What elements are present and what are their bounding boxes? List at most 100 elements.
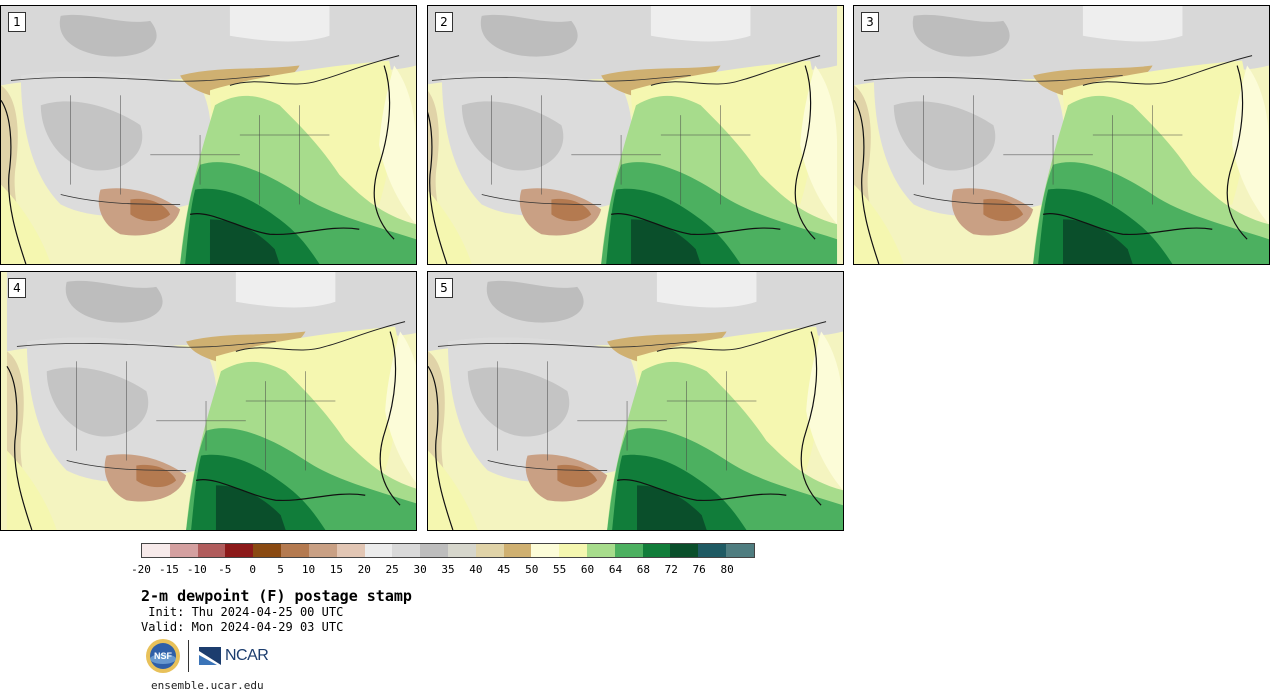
coastline [1, 99, 27, 264]
colorbar-tick-label: 35 [441, 563, 455, 576]
gulf-core [636, 485, 707, 530]
panel-number-label: 5 [435, 278, 453, 298]
forecast-panel-1: 1 [0, 5, 417, 265]
coastline [373, 65, 395, 240]
colorbar-tick-label: 80 [720, 563, 734, 576]
colorbar-swatch [447, 544, 476, 557]
panel-number-label: 4 [8, 278, 26, 298]
dry-region [912, 14, 1010, 57]
dry-region [65, 280, 163, 323]
coastline [379, 331, 401, 506]
colorbar-swatch [698, 544, 727, 557]
colorbar [141, 543, 755, 558]
dewpoint-map [6, 272, 416, 530]
pacific-ocean [1, 184, 51, 264]
border-line [16, 341, 276, 348]
border-line [235, 321, 406, 352]
border-line [437, 341, 697, 348]
cold-region [235, 272, 336, 308]
ncar-logo-mark [199, 647, 221, 665]
border-line [481, 194, 602, 205]
border-line [431, 75, 691, 82]
atlantic-ocean [800, 65, 838, 225]
west-dry-core [467, 367, 570, 437]
colorbar-tick-label: 68 [636, 563, 650, 576]
colorbar-tick-label: -20 [131, 563, 151, 576]
coastline [189, 213, 360, 236]
dry-region [59, 14, 157, 57]
west-dry-core [40, 101, 143, 171]
cold-region [650, 6, 751, 42]
colorbar-tick-label: 72 [664, 563, 678, 576]
forecast-panel-2: 2 [427, 5, 844, 265]
coastline [1226, 65, 1248, 240]
init-time: Init: Thu 2024-04-25 00 UTC [141, 605, 344, 619]
colorbar-swatch [642, 544, 671, 557]
colorbar-tick-label: 10 [301, 563, 316, 576]
plains-tan [607, 331, 727, 362]
west-dry-core [893, 101, 996, 171]
dewpoint-map [428, 6, 838, 264]
colorbar-tick-label: -5 [218, 563, 232, 576]
border-line [650, 55, 821, 86]
coastline [6, 365, 33, 530]
colorbar-swatch [169, 544, 198, 557]
colorbar-tick-label: 45 [497, 563, 511, 576]
pacific-ocean [428, 190, 472, 264]
colorbar-swatch [336, 544, 365, 557]
colorbar-swatch [281, 544, 309, 557]
colorbar-tick-label: 60 [580, 563, 595, 576]
colorbar-swatch [420, 544, 448, 557]
coastline [195, 479, 366, 502]
colorbar-swatch [670, 544, 699, 557]
plains-tan [601, 65, 721, 96]
colorbar-tick-label: 5 [277, 563, 284, 576]
colorbar-tick-label: 30 [413, 563, 427, 576]
colorbar-swatch [614, 544, 643, 557]
nsf-logo-text: NSF [154, 651, 173, 661]
dry-region [480, 14, 578, 57]
coastline [1042, 213, 1213, 236]
colorbar-swatch [392, 544, 421, 557]
border-line [656, 321, 827, 352]
site-url: ensemble.ucar.edu [151, 679, 264, 692]
state-lines [76, 361, 336, 471]
panel-number-label: 3 [861, 12, 879, 32]
colorbar-tick-label: 15 [329, 563, 343, 576]
border-line [60, 194, 181, 205]
border-line [229, 55, 400, 86]
coastline [428, 111, 448, 264]
border-line [863, 75, 1123, 82]
colorbar-tick-label: 25 [385, 563, 399, 576]
gulf-core [1062, 219, 1133, 264]
colorbar-tick-label: 55 [553, 563, 567, 576]
coastline [854, 99, 880, 264]
cold-region [1082, 6, 1183, 42]
dewpoint-map [1, 6, 416, 264]
state-lines [70, 95, 330, 205]
plains-tan [180, 65, 300, 96]
gulf-core [215, 485, 286, 530]
gulf-core [209, 219, 280, 264]
west-dry-core [461, 101, 564, 171]
colorbar-swatch [225, 544, 254, 557]
figure-title: 2-m dewpoint (F) postage stamp [141, 587, 412, 605]
colorbar-swatch [726, 544, 754, 557]
border-line [10, 75, 270, 82]
forecast-panel-4: 4 [0, 271, 417, 531]
plains-tan [186, 331, 306, 362]
atlantic-ocean [385, 331, 416, 483]
border-line [487, 460, 608, 471]
colorbar-tick-label: 76 [692, 563, 706, 576]
nsf-logo: NSF [146, 639, 180, 673]
colorbar-swatch [503, 544, 532, 557]
state-lines [491, 95, 751, 205]
colorbar-swatch [531, 544, 560, 557]
colorbar-swatch [253, 544, 282, 557]
pacific-ocean [428, 450, 478, 530]
colorbar-tick-label: 50 [525, 563, 539, 576]
border-line [66, 460, 187, 471]
atlantic-ocean [806, 331, 843, 491]
dewpoint-map [428, 272, 843, 530]
colorbar-swatch [197, 544, 226, 557]
